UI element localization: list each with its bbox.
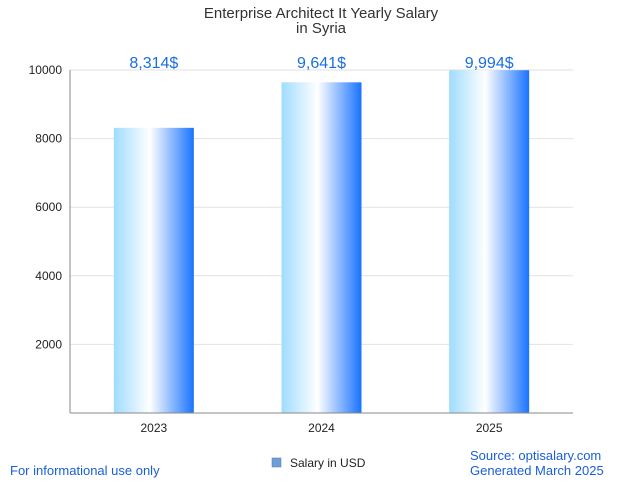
bar-series bbox=[113, 70, 530, 414]
chart-title-line-2: in Syria bbox=[296, 20, 347, 37]
x-tick-label-2023: 2023 bbox=[140, 421, 167, 435]
bar-2024 bbox=[281, 82, 362, 414]
data-label-2023: 8,314$ bbox=[129, 55, 178, 72]
data-label-2025: 9,994$ bbox=[465, 55, 514, 72]
source-text: Source: optisalary.com bbox=[470, 448, 601, 463]
legend-swatch bbox=[271, 457, 282, 468]
bar-2025 bbox=[449, 70, 530, 413]
y-axis-ticks: 2000 4000 6000 8000 10000 bbox=[29, 63, 63, 351]
generated-date: Generated March 2025 bbox=[470, 463, 604, 478]
x-axis-ticks: 2023 2024 2025 bbox=[140, 421, 502, 435]
y-tick-label-2: 6000 bbox=[35, 200, 62, 214]
legend: Salary in USD bbox=[271, 456, 366, 470]
data-label-2024: 9,641$ bbox=[297, 55, 346, 72]
x-tick-label-2024: 2024 bbox=[308, 421, 335, 435]
bar-2023 bbox=[113, 127, 194, 413]
data-labels: 8,314$ 9,641$ 9,994$ bbox=[129, 55, 513, 72]
x-tick-label-2025: 2025 bbox=[476, 421, 503, 435]
y-tick-label-4: 10000 bbox=[29, 63, 63, 77]
y-tick-label-3: 8000 bbox=[35, 132, 62, 146]
y-tick-label-1: 4000 bbox=[35, 269, 62, 283]
legend-label: Salary in USD bbox=[290, 456, 366, 470]
chart-title-line-1: Enterprise Architect It Yearly Salary bbox=[204, 5, 439, 22]
y-tick-label-0: 2000 bbox=[35, 337, 62, 351]
informational-note: For informational use only bbox=[10, 463, 160, 478]
